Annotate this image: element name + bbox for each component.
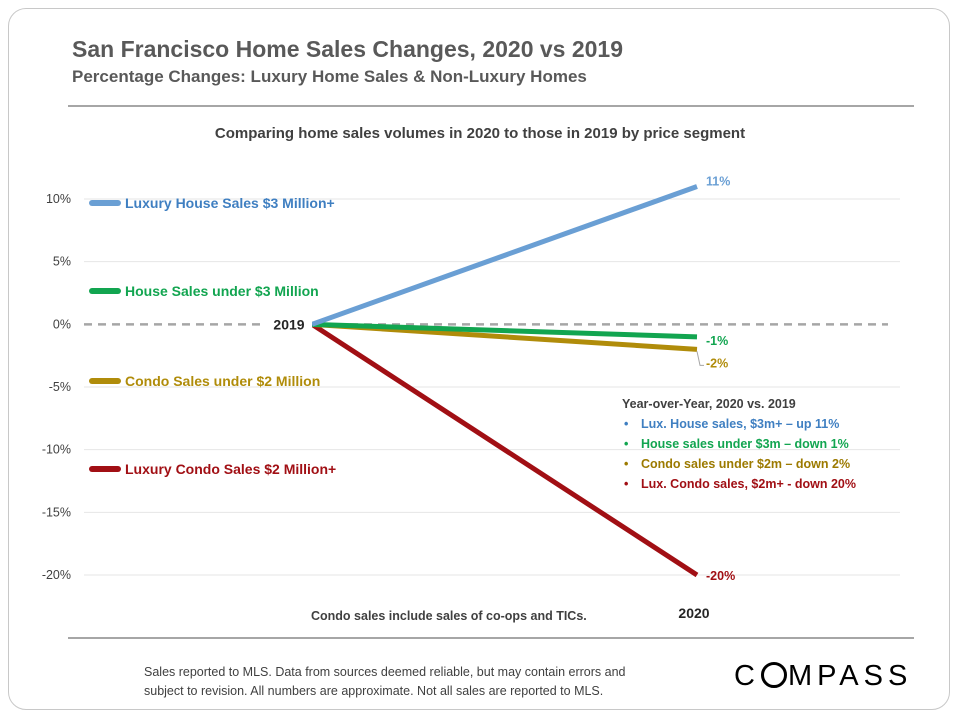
compass-logo: C MPASS — [734, 660, 912, 693]
logo-circle — [760, 662, 787, 689]
summary-item: Lux. House sales, $3m+ – up 11% — [641, 417, 839, 431]
page-subtitle: Percentage Changes: Luxury Home Sales & … — [72, 67, 587, 86]
footnote-line-2: subject to revision. All numbers are app… — [144, 684, 604, 698]
series-line — [311, 321, 698, 340]
y-tick-label: -10% — [42, 443, 71, 457]
data-label: -1% — [706, 334, 728, 348]
x-tick-label-2019: 2019 — [273, 316, 304, 332]
summary-item: Lux. Condo sales, $2m+ - down 20% — [641, 477, 856, 491]
x-tick-label-2020: 2020 — [678, 605, 709, 621]
data-label: 11% — [706, 174, 730, 188]
legend-label: Luxury Condo Sales $2 Million+ — [125, 461, 336, 477]
y-tick-label: -15% — [42, 505, 71, 519]
summary-bullet: • — [624, 477, 628, 491]
y-tick-label: 0% — [53, 317, 71, 331]
y-tick-label: -5% — [49, 380, 71, 394]
y-tick-label: 10% — [46, 192, 71, 206]
legend-label: Condo Sales under $2 Million — [125, 373, 320, 389]
summary-bullet: • — [624, 417, 628, 431]
summary-bullet: • — [624, 437, 628, 451]
page-title: San Francisco Home Sales Changes, 2020 v… — [72, 36, 624, 62]
summary-bullet: • — [624, 457, 628, 471]
legend-label: House Sales under $3 Million — [125, 283, 319, 299]
bottom-divider — [68, 637, 914, 639]
x-label-bg — [266, 313, 312, 336]
summary-item: House sales under $3m – down 1% — [641, 437, 849, 451]
y-tick-label: -20% — [42, 568, 71, 582]
series-line — [311, 184, 698, 327]
top-divider — [68, 105, 914, 107]
label-leader-line — [696, 351, 704, 366]
logo-letters-mpass: MPASS — [787, 660, 913, 692]
chart-card — [8, 8, 950, 710]
chart-note: Condo sales include sales of co-ops and … — [311, 609, 587, 623]
data-label: -2% — [706, 356, 728, 370]
data-label: -20% — [706, 569, 735, 583]
chart-title: Comparing home sales volumes in 2020 to … — [214, 125, 746, 142]
summary-box-title: Year-over-Year, 2020 vs. 2019 — [622, 397, 796, 411]
legend-label: Luxury House Sales $3 Million+ — [125, 195, 335, 211]
logo-letter-c: C — [734, 660, 760, 692]
summary-item: Condo sales under $2m – down 2% — [641, 457, 850, 471]
y-tick-label: 5% — [53, 255, 71, 269]
series-line — [310, 322, 699, 578]
footnote: Sales reported to MLS. Data from sources… — [144, 663, 684, 701]
footnote-line-1: Sales reported to MLS. Data from sources… — [144, 665, 626, 679]
